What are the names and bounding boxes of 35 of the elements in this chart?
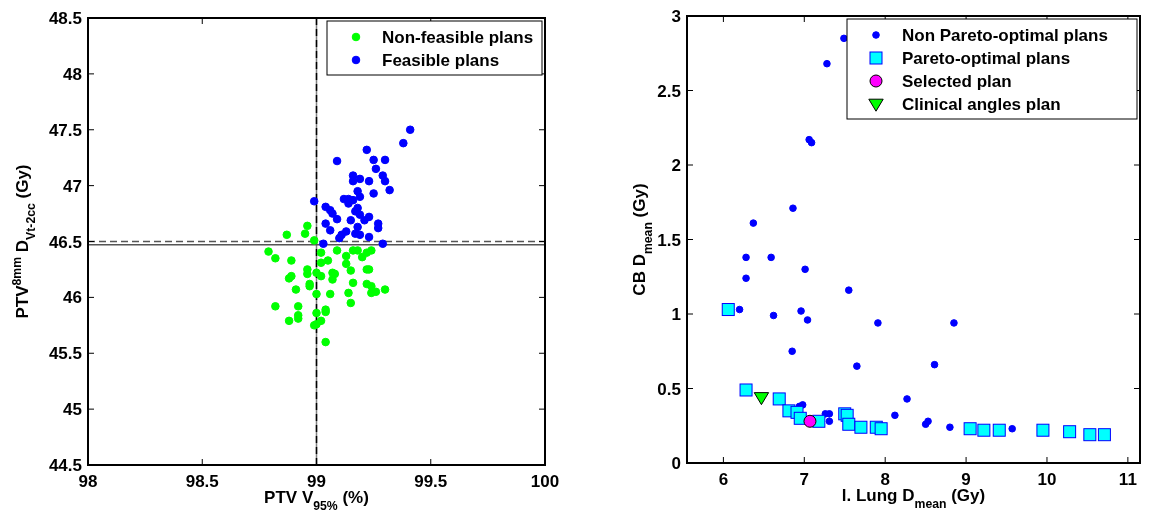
legend-label: Selected plan [902, 72, 1012, 91]
y-tick-label: 46.5 [48, 232, 82, 252]
y-tick-label: 2 [671, 156, 681, 175]
x-tick-label: 98 [78, 472, 98, 491]
legend-label: Non Pareto-optimal plans [902, 26, 1108, 45]
y-tick-label: 44.5 [48, 456, 82, 475]
y-tick-label: 1.5 [657, 230, 681, 250]
x-tick-label: 9 [961, 470, 971, 489]
y-tick-label: 47 [63, 176, 82, 196]
x-tick-label: 10 [1037, 470, 1057, 489]
x-tick-label: 6 [718, 470, 729, 489]
y-tick-label: 48.5 [48, 9, 82, 28]
y-tick-label: 47.5 [48, 120, 82, 140]
x-tick-label: 99 [307, 472, 326, 491]
x-tick-label: 8 [880, 470, 890, 489]
x-tick-label: 100 [530, 472, 560, 491]
y-tick-label: 48 [63, 64, 82, 84]
y-tick-label: 2.5 [657, 81, 681, 101]
x-tick-label: 99.5 [414, 472, 448, 491]
legend-label: Pareto-optimal plans [902, 49, 1071, 68]
x-axis-title: l. Lung D$_{mean}$ (Gy) [841, 486, 986, 511]
y-tick-label: 45 [63, 400, 82, 420]
legend-label: Feasible plans [382, 51, 500, 70]
y-tick-label: 45.5 [48, 344, 82, 364]
legend-label: Non-feasible plans [382, 28, 534, 47]
x-axis-title: PTV V$_{95%}$ (%) [264, 488, 369, 513]
y-tick-label: 0.5 [657, 379, 681, 399]
legend-label: Clinical angles plan [902, 95, 1061, 114]
x-tick-label: 98.5 [185, 472, 219, 491]
y-tick-label: 1 [671, 305, 681, 324]
x-tick-label: 7 [799, 470, 810, 489]
y-tick-label: 3 [671, 7, 681, 26]
x-tick-label: 11 [1118, 470, 1137, 489]
y-tick-label: 46 [63, 288, 82, 308]
y-tick-label: 0 [671, 454, 681, 473]
